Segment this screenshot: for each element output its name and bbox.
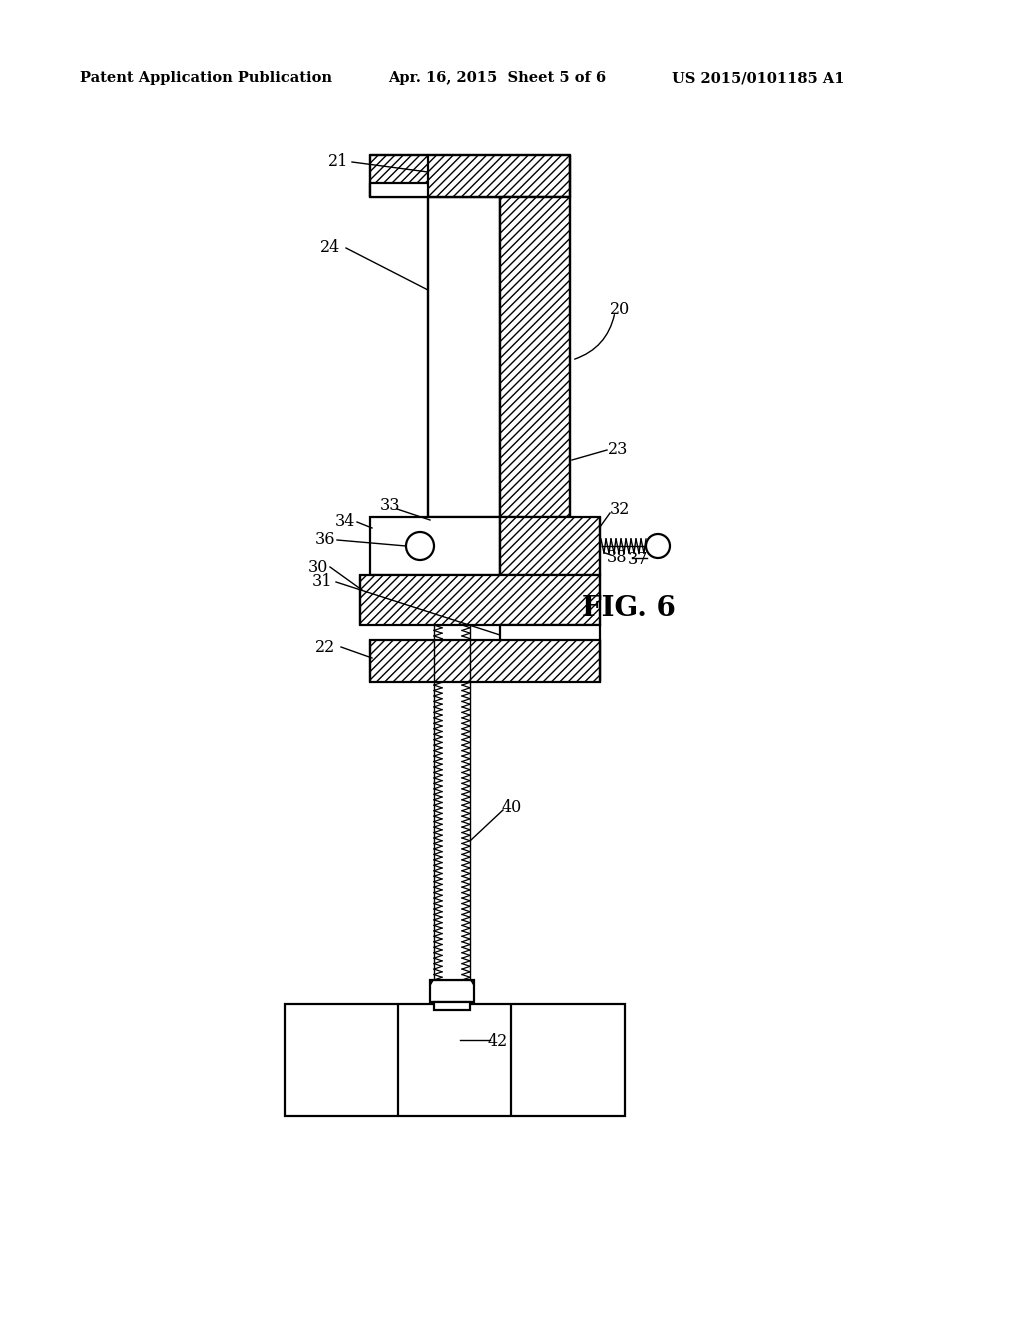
Bar — [500, 197, 570, 517]
Text: 31: 31 — [311, 573, 332, 590]
Text: 34: 34 — [335, 513, 355, 531]
Text: FIG. 6: FIG. 6 — [582, 594, 676, 622]
Bar — [360, 576, 600, 624]
Text: 37: 37 — [628, 552, 648, 569]
Text: 22: 22 — [314, 639, 335, 656]
Bar — [430, 979, 474, 1002]
Bar — [370, 517, 500, 576]
Bar — [428, 197, 500, 517]
Text: 20: 20 — [610, 301, 630, 318]
Text: 24: 24 — [319, 239, 340, 256]
Bar — [285, 1005, 625, 1115]
Text: 33: 33 — [380, 496, 400, 513]
Text: 21: 21 — [328, 153, 348, 170]
Bar — [370, 640, 600, 682]
Text: 40: 40 — [502, 800, 522, 817]
Text: 42: 42 — [487, 1034, 508, 1051]
Text: Apr. 16, 2015  Sheet 5 of 6: Apr. 16, 2015 Sheet 5 of 6 — [388, 71, 606, 84]
Bar — [370, 154, 570, 197]
Text: 32: 32 — [610, 502, 630, 519]
Circle shape — [406, 532, 434, 560]
Text: 23: 23 — [608, 441, 628, 458]
Text: 36: 36 — [314, 532, 335, 549]
Bar — [500, 624, 600, 680]
Bar — [434, 1002, 470, 1010]
Text: 30: 30 — [308, 558, 328, 576]
Text: US 2015/0101185 A1: US 2015/0101185 A1 — [672, 71, 845, 84]
Text: Patent Application Publication: Patent Application Publication — [80, 71, 332, 84]
Bar — [434, 624, 470, 979]
Text: 38: 38 — [607, 549, 628, 566]
Bar — [370, 183, 428, 197]
Bar — [500, 517, 600, 576]
Circle shape — [646, 535, 670, 558]
